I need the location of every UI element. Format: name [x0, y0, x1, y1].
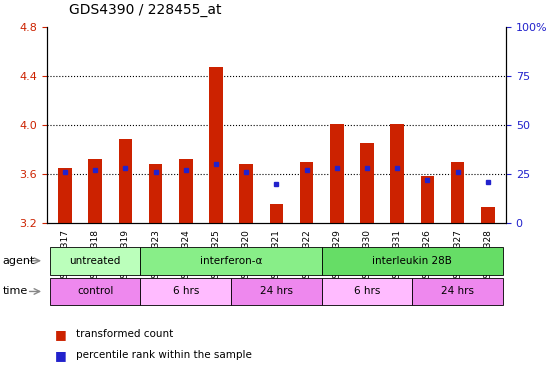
Text: untreated: untreated [69, 256, 121, 266]
Text: interferon-α: interferon-α [200, 256, 262, 266]
Bar [360, 143, 374, 223]
Bar [322, 247, 503, 275]
Text: percentile rank within the sample: percentile rank within the sample [76, 350, 252, 360]
Bar [270, 204, 283, 223]
Text: 6 hrs: 6 hrs [173, 286, 199, 296]
Text: 6 hrs: 6 hrs [354, 286, 380, 296]
Bar [140, 247, 322, 275]
Bar [451, 162, 464, 223]
Bar [148, 164, 162, 223]
Text: ■: ■ [55, 328, 67, 341]
Text: agent: agent [3, 256, 35, 266]
Bar [58, 168, 72, 223]
Bar [118, 139, 132, 223]
Bar [390, 124, 404, 223]
Bar [330, 124, 344, 223]
Bar [231, 278, 322, 305]
Bar [140, 278, 231, 305]
Bar [89, 159, 102, 223]
Bar [50, 278, 140, 305]
Bar [322, 278, 412, 305]
Bar [481, 207, 494, 223]
Text: ■: ■ [55, 349, 67, 362]
Bar [209, 67, 223, 223]
Bar [50, 247, 140, 275]
Text: 24 hrs: 24 hrs [441, 286, 474, 296]
Bar [421, 176, 434, 223]
Text: time: time [3, 286, 28, 296]
Text: control: control [77, 286, 113, 296]
Text: 24 hrs: 24 hrs [260, 286, 293, 296]
Text: GDS4390 / 228455_at: GDS4390 / 228455_at [69, 3, 221, 17]
Bar [300, 162, 313, 223]
Bar [412, 278, 503, 305]
Bar [239, 164, 253, 223]
Text: interleukin 28B: interleukin 28B [372, 256, 452, 266]
Bar [179, 159, 192, 223]
Text: transformed count: transformed count [76, 329, 173, 339]
